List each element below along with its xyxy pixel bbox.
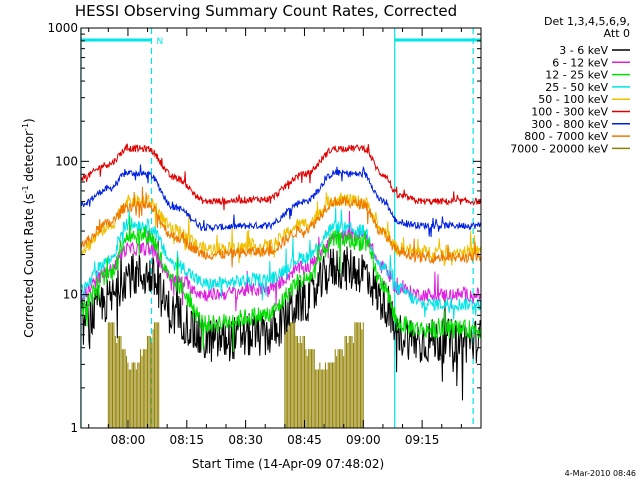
y-tick-label-0: 1	[70, 421, 78, 435]
legend-label-1: 6 - 12 keV	[552, 56, 608, 69]
legend-label-7: 800 - 7000 keV	[524, 130, 608, 143]
y-axis-label-part1: Corrected Count Rate (s	[22, 193, 36, 337]
legend-label-2: 12 - 25 keV	[545, 69, 608, 82]
x-tick-label-3: 08:45	[287, 433, 322, 447]
plot-area: N	[80, 28, 482, 428]
x-tick-label-5: 09:15	[405, 433, 440, 447]
y-axis-label-sup2: -1	[21, 123, 30, 131]
x-tick-label-2: 08:30	[228, 433, 263, 447]
legend-label-5: 100 - 300 keV	[531, 106, 608, 119]
x-tick-label-0: 08:00	[111, 433, 146, 447]
x-axis-label: Start Time (14-Apr-09 07:48:02)	[192, 457, 384, 471]
legend-label-4: 50 - 100 keV	[538, 93, 608, 106]
attenuator-flag-label: N	[156, 37, 163, 47]
axes: 1 10 100 1000 08:00 08:15 08:30 08:45 09:00 09:15	[47, 21, 482, 447]
x-tick-label-4: 09:00	[346, 433, 381, 447]
legend-label-0: 3 - 6 keV	[559, 44, 608, 57]
legend-label-8: 7000 - 20000 keV	[510, 142, 608, 155]
chart-title: HESSI Observing Summary Count Rates, Cor…	[75, 2, 457, 20]
y-tick-label-2: 100	[55, 154, 78, 168]
y-axis-label-part3: )	[22, 118, 36, 123]
series-line-3	[80, 207, 482, 320]
series-line-6	[80, 164, 482, 238]
series-line-7	[80, 186, 482, 268]
y-tick-label-3: 1000	[47, 21, 78, 35]
legend-header-detectors: Det 1,3,4,5,6,9,	[544, 15, 630, 28]
legend-header-attenuator: Att 0	[604, 27, 630, 40]
y-axis-label-part2: detector	[22, 131, 36, 186]
series-line-5	[80, 143, 482, 211]
y-axis-label: Corrected Count Rate (s-1 detector-1)	[21, 118, 36, 337]
plot-frame	[80, 27, 482, 429]
y-axis-label-sup1: -1	[21, 185, 30, 193]
series-line-0	[80, 240, 482, 401]
legend-label-3: 25 - 50 keV	[545, 81, 608, 94]
series-line-2	[80, 215, 482, 353]
x-tick-label-1: 08:15	[169, 433, 204, 447]
y-tick-label-1: 10	[63, 288, 78, 302]
footer-date: 4-Mar-2010 08:46	[565, 469, 636, 478]
legend-label-6: 300 - 800 keV	[531, 118, 608, 131]
